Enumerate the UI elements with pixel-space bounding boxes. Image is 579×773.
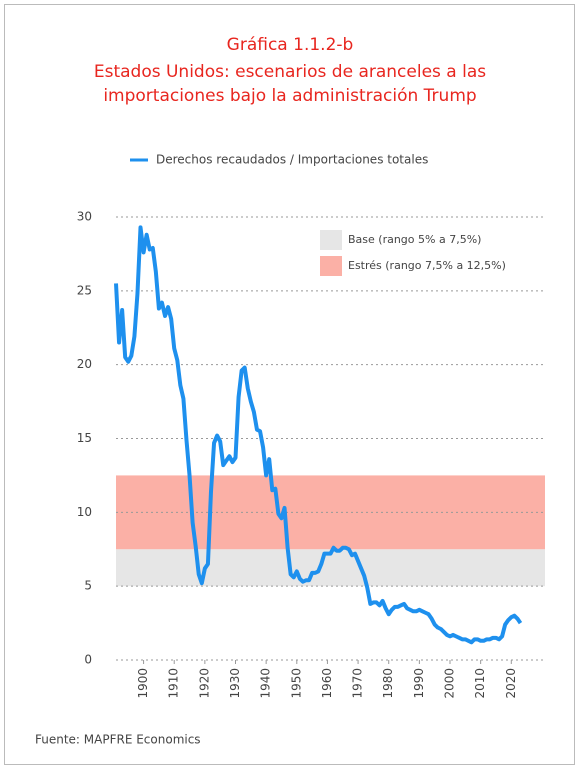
- x-tick-label: 1900: [136, 668, 150, 699]
- y-tick-label: 15: [77, 431, 92, 445]
- y-tick-label: 10: [77, 505, 92, 519]
- x-tick-label: 1960: [320, 668, 334, 699]
- x-tick-label: 1910: [167, 668, 181, 699]
- y-tick-label: 0: [84, 653, 92, 667]
- legend-label: Base (rango 5% a 7,5%): [348, 233, 481, 246]
- x-tick-label: 1920: [197, 668, 211, 699]
- chart-subtitle: Estados Unidos: escenarios de aranceles …: [94, 62, 486, 82]
- band: [116, 475, 545, 550]
- x-tick-label: 2000: [443, 668, 457, 699]
- legend-label: Derechos recaudados / Importaciones tota…: [156, 153, 428, 167]
- x-tick-label: 1970: [351, 668, 365, 699]
- x-tick-label: 1930: [228, 668, 242, 699]
- y-tick-label: 20: [77, 357, 92, 371]
- legend-label: Estrés (rango 7,5% a 12,5%): [348, 259, 506, 272]
- x-tick-label: 1990: [412, 668, 426, 699]
- chart-subtitle: importaciones bajo la administración Tru…: [103, 86, 476, 106]
- x-tick-label: 2010: [473, 668, 487, 699]
- legend-swatch: [320, 230, 342, 250]
- x-tick-label: 2020: [504, 668, 518, 699]
- x-tick-label: 1980: [381, 668, 395, 699]
- y-tick-label: 30: [77, 210, 92, 224]
- chart-title: Gráfica 1.1.2-b: [227, 35, 354, 55]
- y-tick-label: 25: [77, 283, 92, 297]
- source: Fuente: MAPFRE Economics: [35, 733, 201, 747]
- y-tick-label: 5: [84, 579, 92, 593]
- line: [114, 225, 523, 645]
- x-tick-label: 1940: [259, 668, 273, 699]
- legend-swatch: [320, 256, 342, 276]
- x-tick-label: 1950: [289, 668, 303, 699]
- frame: [4, 4, 575, 765]
